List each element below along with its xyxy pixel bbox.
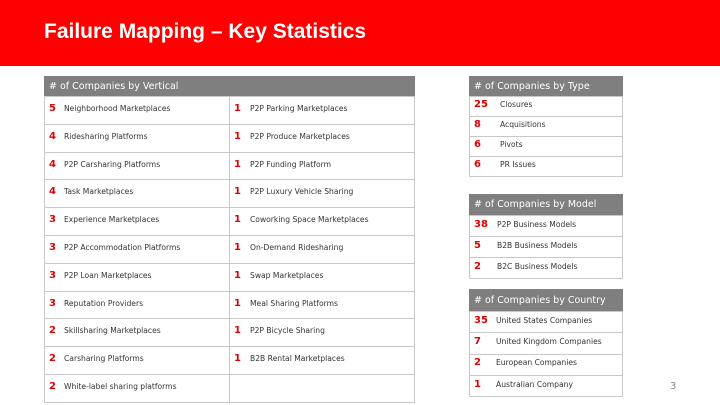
count: 38: [474, 218, 488, 230]
label: Ridesharing Platforms: [64, 131, 148, 141]
label: Skillsharing Marketplaces: [64, 326, 161, 336]
count: 1: [234, 353, 241, 365]
count: 1: [234, 158, 241, 170]
label: Coworking Space Marketplaces: [250, 215, 369, 225]
table-header: # of Companies by Vertical: [44, 76, 415, 96]
count: 5: [49, 102, 56, 114]
count: 2: [474, 260, 481, 272]
table-cell: [469, 116, 623, 137]
label: Pivots: [500, 140, 523, 149]
count: 1: [474, 378, 481, 390]
count: 1: [234, 102, 241, 114]
table-header: # of Companies by Type: [469, 76, 623, 96]
label: Carsharing Platforms: [64, 354, 144, 364]
page-number: 3: [670, 381, 677, 392]
count: 6: [474, 139, 481, 150]
label: United States Companies: [496, 315, 593, 325]
count: 1: [234, 241, 241, 253]
label: PR Issues: [500, 160, 536, 169]
label: P2P Luxury Vehicle Sharing: [250, 187, 354, 197]
label: Neighborhood Marketplaces: [64, 103, 171, 113]
count: 7: [474, 335, 481, 347]
label: P2P Funding Platform: [250, 159, 331, 169]
count: 25: [474, 99, 488, 110]
label: Closures: [500, 100, 533, 109]
label: P2P Business Models: [497, 219, 577, 229]
count: 2: [49, 353, 56, 365]
label: White-label sharing platforms: [64, 381, 177, 391]
table-cell: [469, 374, 623, 398]
count: 8: [474, 119, 481, 130]
table-cell: [229, 374, 415, 403]
table-header: # of Companies by Country: [469, 289, 623, 311]
table-cell: [469, 156, 623, 177]
count: 3: [49, 214, 56, 226]
slide-title: Failure Mapping – Key Statistics: [44, 20, 367, 43]
label: P2P Bicycle Sharing: [250, 326, 325, 336]
count: 1: [234, 130, 241, 142]
count: 4: [49, 158, 56, 170]
label: Task Marketplaces: [64, 187, 134, 197]
count: 2: [474, 357, 481, 369]
count: 6: [474, 159, 481, 170]
count: 1: [234, 297, 241, 309]
title-banner: [0, 0, 720, 66]
label: P2P Loan Marketplaces: [64, 270, 152, 280]
count: 1: [234, 269, 241, 281]
label: Meal Sharing Platforms: [250, 298, 338, 308]
count: 1: [234, 214, 241, 226]
label: United Kingdom Companies: [496, 336, 602, 346]
label: On-Demand Ridesharing: [250, 242, 344, 252]
label: European Companies: [496, 358, 577, 368]
count: 4: [49, 130, 56, 142]
table-cell: [469, 257, 623, 279]
label: Acquisitions: [500, 120, 546, 129]
label: Reputation Providers: [64, 298, 144, 308]
label: B2B Business Models: [497, 240, 578, 250]
label: P2P Produce Marketplaces: [250, 131, 350, 141]
label: Experience Marketplaces: [64, 215, 160, 225]
count: 2: [49, 380, 56, 392]
table-cell: [469, 136, 623, 157]
label: Australian Company: [496, 379, 573, 389]
label: B2B Rental Marketplaces: [250, 354, 345, 364]
count: 3: [49, 297, 56, 309]
table-cell: [469, 96, 623, 117]
label: Swap Marketplaces: [250, 270, 324, 280]
count: 1: [234, 325, 241, 337]
count: 3: [49, 269, 56, 281]
count: 35: [474, 314, 488, 326]
count: 2: [49, 325, 56, 337]
count: 3: [49, 241, 56, 253]
table-header: # of Companies by Model: [469, 194, 623, 215]
count: 5: [474, 239, 481, 251]
label: B2C Business Models: [497, 261, 578, 271]
count: 1: [234, 186, 241, 198]
count: 4: [49, 186, 56, 198]
label: P2P Accommodation Platforms: [64, 242, 181, 252]
label: P2P Parking Marketplaces: [250, 103, 348, 113]
label: P2P Carsharing Platforms: [64, 159, 161, 169]
